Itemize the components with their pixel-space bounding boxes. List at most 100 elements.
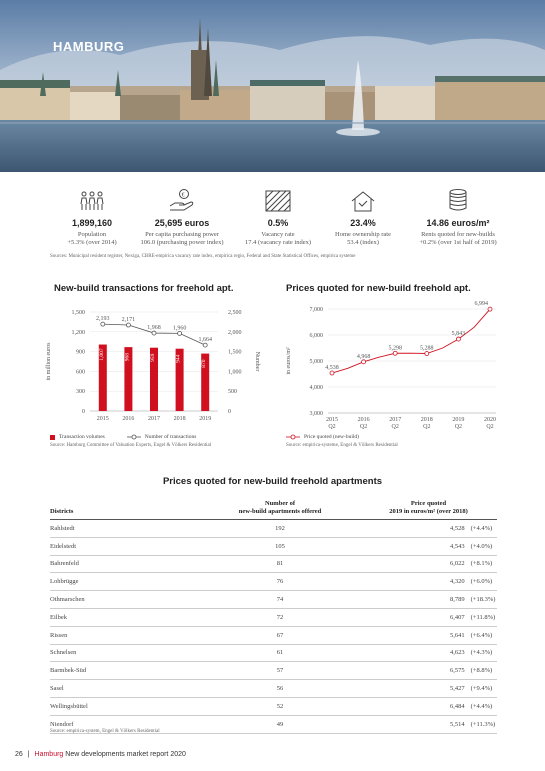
price-change: (+4.4%) — [470, 524, 493, 532]
x-tick-label: 2020 — [484, 417, 496, 423]
number-cell: 105 — [200, 537, 360, 556]
legend-price-swatch — [286, 434, 300, 440]
price-change: (+4.0%) — [470, 542, 493, 550]
table-source: Source: empirica-system, Engel & Völkers… — [50, 729, 160, 734]
district-cell: Bahrenfeld — [50, 555, 200, 574]
x-tick-label: 2019 — [199, 416, 211, 422]
district-cell: Niendorf — [50, 715, 200, 734]
price-change: (+9.4%) — [470, 685, 493, 693]
stat-value: 0.5% — [267, 218, 289, 228]
line-data-label: 2,171 — [122, 317, 135, 323]
price-value: 4,543 — [450, 542, 465, 550]
price-value: 8,789 — [450, 596, 465, 604]
district-cell: Rahlstedt — [50, 519, 200, 538]
price-value: 4,623 — [450, 649, 465, 657]
legend-bar-swatch — [50, 434, 55, 440]
x-tick-label: 2016 — [122, 416, 134, 422]
bar — [124, 347, 133, 411]
number-cell: 81 — [200, 555, 360, 574]
stat-sublabel: +5.3% (over 2014) — [67, 239, 117, 246]
number-cell: 52 — [200, 697, 360, 716]
table-row: Rahlstedt 192 4,528 (+4.4%) — [50, 519, 497, 538]
y-tick-label: 300 — [76, 389, 85, 395]
line-point — [361, 359, 366, 365]
footer-city: Hamburg — [34, 751, 64, 758]
line-point — [151, 330, 157, 336]
line-point — [329, 370, 335, 376]
prices-chart: 3,000 4,000 5,000 6,000 7,000 in euros/m² 2015… — [286, 301, 496, 430]
x-tick-label: 2015 — [326, 417, 338, 423]
page-number: 26 — [15, 751, 23, 758]
price-cell: 6,484 (+4.4%) — [360, 697, 497, 716]
y-right-axis-label: Number — [254, 352, 260, 372]
district-cell: Sasel — [50, 679, 200, 698]
footer-report: New developments market report 2020 — [65, 751, 186, 758]
price-value: 6,022 — [450, 560, 465, 568]
line-data-label: 5,843 — [452, 331, 466, 337]
hero-photo: HAMBURG — [0, 0, 545, 172]
bar — [150, 347, 158, 411]
price-change: (+11.8%) — [470, 613, 496, 621]
line-data-label: 4,968 — [357, 354, 371, 360]
y-tick-label: 6,000 — [310, 333, 324, 339]
price-change: (+8.1%) — [470, 560, 493, 568]
footer-separator: | — [27, 751, 30, 758]
number-cell: 74 — [200, 590, 360, 609]
y-right-tick-label: 2,500 — [228, 310, 242, 316]
price-cell: 5,641 (+6.4%) — [360, 626, 497, 645]
x-tick-label: 2017 — [389, 417, 401, 423]
price-change: (+4.4%) — [470, 702, 493, 710]
y-tick-label: 7,000 — [310, 307, 324, 313]
price-cell: 4,543 (+4.0%) — [360, 537, 497, 556]
y-right-tick-label: 1,500 — [228, 350, 242, 356]
line-point — [202, 342, 208, 348]
key-figures: 1,899,160 Population +5.3% (over 2014) € … — [42, 184, 514, 247]
district-cell: Schnelsen — [50, 644, 200, 663]
line-data-label: 1,960 — [173, 325, 187, 331]
line-data-label: 4,538 — [325, 365, 339, 371]
line-point — [487, 306, 493, 312]
number-cell: 72 — [200, 608, 360, 627]
stat-rents: 14.86 euros/m² Rents quoted for new-buil… — [402, 184, 514, 247]
price-cell: 6,022 (+8.1%) — [360, 555, 497, 574]
table-row: Bahrenfeld 81 6,022 (+8.1%) — [50, 555, 497, 574]
stat-value: 25,695 euros — [154, 218, 210, 228]
line-data-label: 1,968 — [147, 325, 161, 331]
y-right-tick-label: 1,000 — [228, 369, 242, 375]
x-tick-sublabel: Q2 — [486, 424, 493, 430]
stat-label: Population — [77, 231, 107, 238]
price-cell: 4,320 (+6.0%) — [360, 572, 497, 592]
line-point — [455, 336, 461, 342]
table-row: Rissen 67 5,641 (+6.4%) — [50, 626, 497, 645]
price-value: 6,484 — [450, 702, 465, 710]
number-cell: 67 — [200, 626, 360, 645]
y-right-tick-label: 500 — [228, 389, 237, 395]
stat-sublabel: 53.4 (index) — [347, 239, 379, 246]
population-icon — [36, 184, 148, 212]
header-price: Price quoted 2019 in euros/m² (over 2018) — [360, 498, 497, 520]
bar-data-label: 1,007 — [99, 348, 105, 361]
y-tick-label: 3,000 — [310, 411, 324, 417]
stat-value: 23.4% — [350, 218, 376, 228]
table-row: Othmarschen 74 8,789 (+18.3%) — [50, 590, 497, 609]
number-cell: 56 — [200, 679, 360, 698]
district-cell: Othmarschen — [50, 590, 200, 609]
x-tick-label: 2018 — [421, 417, 433, 423]
line-data-label: 5,298 — [388, 345, 402, 351]
bar — [201, 353, 210, 411]
x-tick-label: 2017 — [148, 416, 160, 422]
price-cell: 8,789 (+18.3%) — [360, 590, 497, 609]
number-cell: 192 — [200, 519, 360, 538]
district-cell: Eilbek — [50, 608, 200, 627]
stat-sublabel: 106.0 (purchasing power index) — [140, 239, 224, 246]
y-tick-label: 900 — [76, 350, 85, 356]
svg-text:€: € — [182, 193, 185, 199]
price-change: (+4.3%) — [470, 649, 493, 657]
table-row: Wellingsbüttel 52 6,484 (+4.4%) — [50, 697, 497, 716]
x-tick-sublabel: Q2 — [455, 424, 462, 430]
table-row: Eidelstedt 105 4,543 (+4.0%) — [50, 537, 497, 556]
district-cell: Rissen — [50, 626, 200, 645]
chart-right-legend: Price quoted (new-build) — [286, 434, 359, 440]
page-title: HAMBURG — [53, 39, 125, 54]
district-cell: Eidelstedt — [50, 537, 200, 556]
